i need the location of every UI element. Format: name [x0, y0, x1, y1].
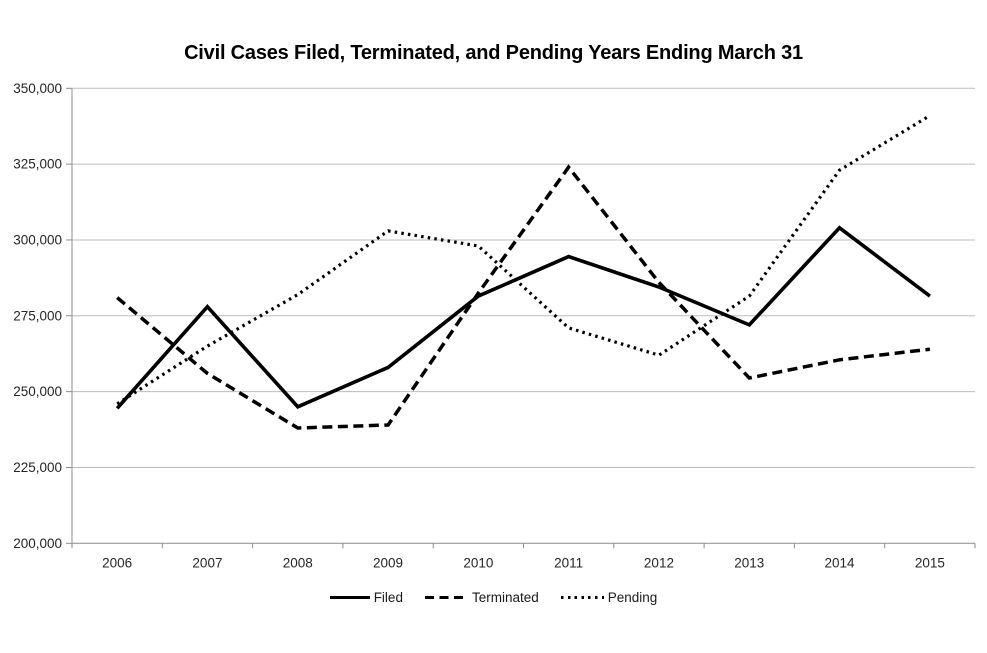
- x-tick-label: 2014: [825, 555, 856, 570]
- x-tick-label: 2007: [192, 555, 222, 570]
- y-tick-label: 275,000: [13, 308, 62, 323]
- legend-item-terminated: Terminated: [424, 590, 539, 605]
- legend-item-pending: Pending: [560, 590, 658, 605]
- legend-label-terminated: Terminated: [471, 590, 539, 605]
- filed-line-sample-icon: [329, 595, 370, 600]
- legend-label-filed: Filed: [373, 590, 403, 605]
- chart-legend: Filed Terminated Pending: [0, 590, 987, 605]
- x-tick-label: 2012: [644, 555, 674, 570]
- series-line-filed: [115, 225, 931, 410]
- legend-item-filed: Filed: [329, 590, 403, 605]
- y-tick-label: 350,000: [13, 81, 62, 96]
- x-tick-label: 2008: [283, 555, 313, 570]
- series-line-terminated: [116, 164, 931, 430]
- terminated-line-sample-icon: [424, 595, 468, 600]
- y-tick-label: 200,000: [13, 536, 62, 551]
- x-tick-label: 2009: [373, 555, 403, 570]
- line-chart: 200,000 225,000 250,000 275,000 300,000 325,0…: [13, 81, 976, 570]
- pending-line-sample-icon: [560, 596, 604, 599]
- y-tick-label: 325,000: [13, 157, 62, 172]
- x-tick-label: 2010: [463, 555, 493, 570]
- x-tick-label: 2011: [554, 555, 583, 570]
- y-tick-label: 300,000: [13, 232, 62, 247]
- chart-title: Civil Cases Filed, Terminated, and Pendi…: [184, 42, 803, 64]
- legend-label-pending: Pending: [607, 590, 658, 605]
- y-tick-label: 225,000: [13, 460, 62, 475]
- x-tick-label: 2006: [102, 555, 132, 570]
- x-tick-label: 2015: [915, 555, 945, 570]
- y-tick-label: 250,000: [13, 384, 62, 399]
- x-tick-label: 2013: [734, 555, 764, 570]
